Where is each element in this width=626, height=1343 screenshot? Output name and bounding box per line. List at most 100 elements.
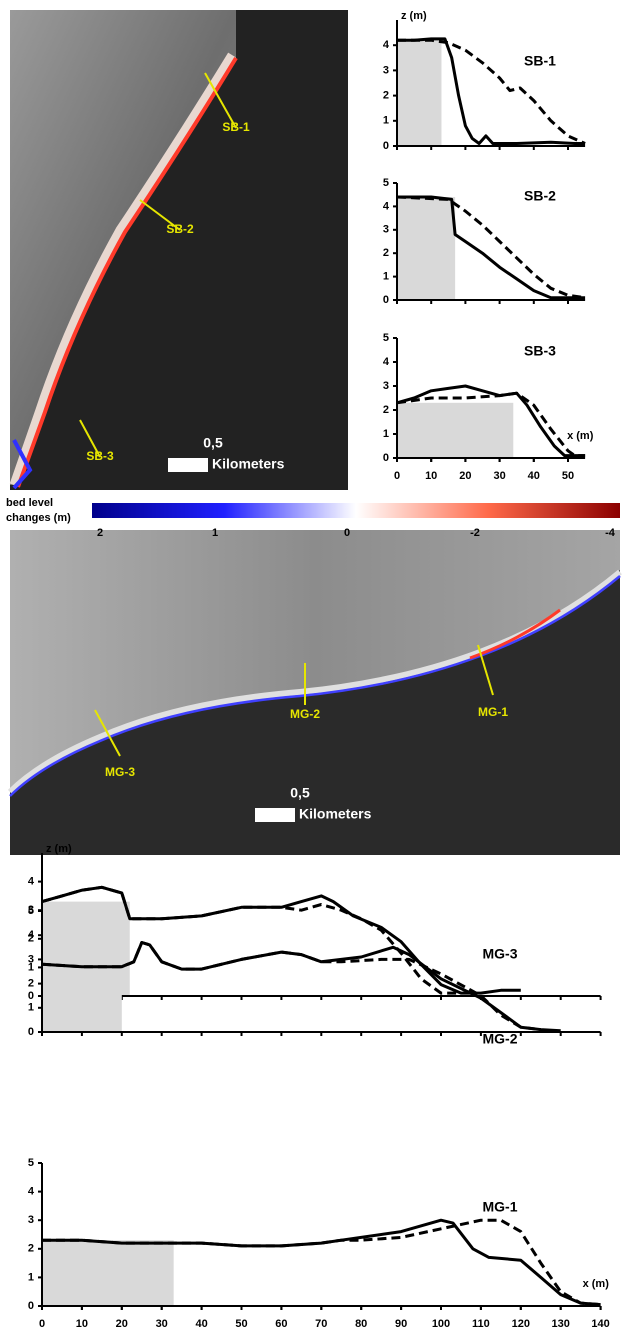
profile-line [42,1218,601,1307]
y-tick-label: 3 [28,953,34,965]
y-tick-label: 0 [383,452,389,464]
colorbar-tick-label: 0 [344,527,350,539]
x-tick-label: 120 [512,1318,530,1330]
y-axis-label: z (m) [401,10,427,22]
chart-title: MG-2 [483,1031,518,1047]
x-tick-label: 40 [195,1318,207,1330]
x-tick-label: 20 [459,470,471,482]
y-tick-label: 3 [383,64,389,76]
y-tick-label: 3 [28,1214,34,1226]
shaded-zone [397,40,442,146]
y-tick-label: 5 [28,905,34,917]
y-tick-label: 4 [383,39,390,51]
colorbar-tick-label: -2 [470,527,480,539]
y-tick-label: 1 [28,961,34,973]
map-label: SB-3 [86,449,114,463]
profile-line [397,38,586,145]
y-tick-label: 5 [383,177,389,189]
x-tick-label: 0 [39,1318,45,1330]
scale-unit: Kilometers [212,456,285,472]
aerial-image-bottom [7,530,622,855]
shaded-zone [42,1240,174,1306]
x-tick-label: 10 [425,470,437,482]
scale-bar [255,808,295,822]
chart-title: SB-2 [524,188,556,204]
y-tick-label: 0 [28,1026,34,1038]
colorbar-tick-label: -4 [605,527,616,539]
label-leader [204,72,237,129]
y-tick-label: 5 [383,332,389,344]
y-tick-label: 2 [28,978,34,990]
map-label: MG-2 [290,707,320,721]
colorbar [92,503,620,518]
y-tick-label: 1 [28,1271,34,1283]
chart-title: SB-1 [524,53,556,69]
scale-value: 0,5 [290,785,310,801]
x-tick-label: 10 [76,1318,88,1330]
y-tick-label: 5 [28,1157,34,1169]
y-tick-label: 2 [28,933,34,945]
y-tick-label: 0 [383,140,389,152]
shaded-zone [397,197,456,300]
y-tick-label: 4 [383,356,390,368]
x-tick-label: 130 [552,1318,570,1330]
aerial-image-top [9,10,348,490]
x-tick-label: 50 [562,470,574,482]
shaded-zone [397,402,514,458]
y-tick-label: 3 [383,380,389,392]
y-tick-label: 0 [383,294,389,306]
colorbar-tick-label: 1 [212,527,218,539]
scale-value: 0,5 [203,435,223,451]
x-tick-label: 110 [472,1318,490,1330]
y-tick-label: 2 [383,90,389,102]
x-tick-label: 60 [275,1318,287,1330]
x-tick-label: 140 [591,1318,609,1330]
y-tick-label: 1 [28,1002,34,1014]
profile-line [41,885,461,995]
x-tick-label: 90 [395,1318,407,1330]
map-label: SB-2 [166,222,194,236]
scale-unit: Kilometers [299,806,372,822]
label-leader [79,419,101,458]
y-axis-label: z (m) [46,843,72,855]
colorbar-tick-label: 2 [97,527,103,539]
map-label: SB-1 [222,120,250,134]
x-tick-label: 70 [315,1318,327,1330]
x-tick-label: 80 [355,1318,367,1330]
x-axis-label: x (m) [567,430,594,442]
profile-line [41,941,541,1032]
map-label: MG-1 [478,705,508,719]
profile-line [397,37,586,145]
label-leader [94,709,121,757]
y-tick-label: 3 [383,224,389,236]
y-tick-label: 1 [383,115,389,127]
y-tick-label: 4 [28,876,35,888]
label-leader [139,199,181,231]
x-tick-label: 0 [394,470,400,482]
y-tick-label: 2 [383,404,389,416]
y-tick-label: 1 [383,271,389,283]
x-tick-label: 20 [116,1318,128,1330]
chart-title: MG-1 [483,1199,518,1215]
profile-line [396,195,586,300]
shaded-zone [42,964,122,1032]
y-tick-label: 4 [28,929,35,941]
x-tick-label: 30 [156,1318,168,1330]
colorbar-title: bed level changes (m) [6,497,71,524]
x-tick-label: 40 [528,470,540,482]
y-tick-label: 2 [383,247,389,259]
chart-title: SB-3 [524,343,556,359]
x-axis-label: x (m) [583,1278,610,1290]
scale-bar [168,458,208,472]
x-tick-label: 30 [493,470,505,482]
chart-title: MG-3 [483,946,518,962]
x-tick-label: 100 [432,1318,450,1330]
y-tick-label: 0 [28,990,34,1002]
y-tick-label: 2 [28,1243,34,1255]
x-tick-label: 50 [235,1318,247,1330]
y-tick-label: 0 [28,1300,34,1312]
label-leader [477,644,494,696]
profile-line [396,391,586,458]
